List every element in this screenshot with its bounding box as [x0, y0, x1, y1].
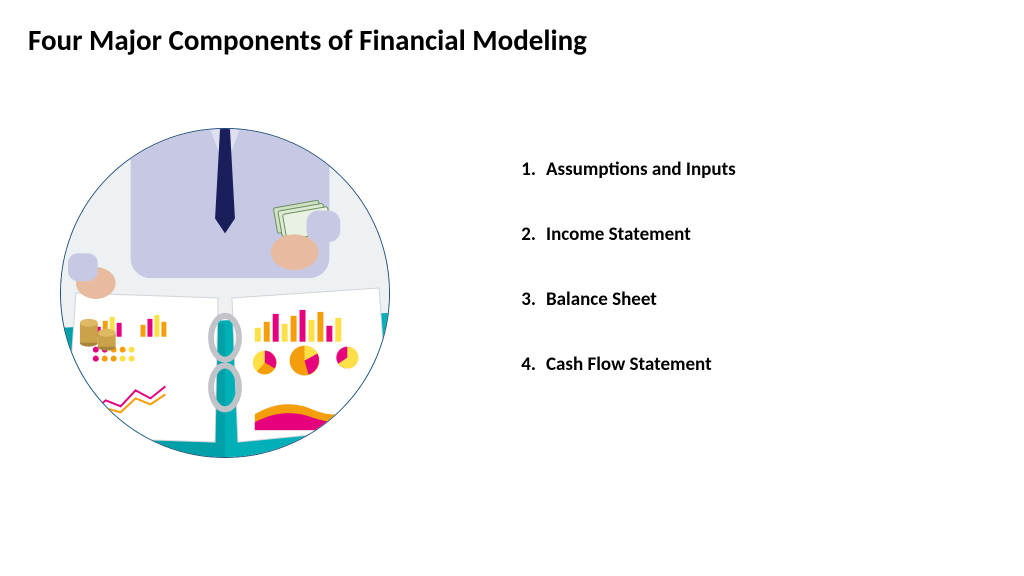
list-label: Cash Flow Statement: [546, 353, 950, 376]
components-list: 1. Assumptions and Inputs 2. Income Stat…: [510, 158, 950, 418]
financial-binder-illustration: [60, 128, 390, 458]
list-item: 3. Balance Sheet: [510, 288, 950, 311]
list-number: 1.: [510, 158, 536, 181]
list-number: 4.: [510, 353, 536, 376]
list-label: Income Statement: [546, 223, 950, 246]
list-label: Balance Sheet: [546, 288, 950, 311]
list-number: 3.: [510, 288, 536, 311]
list-number: 2.: [510, 223, 536, 246]
list-item: 4. Cash Flow Statement: [510, 353, 950, 376]
list-item: 1. Assumptions and Inputs: [510, 158, 950, 181]
slide-title: Four Major Components of Financial Model…: [28, 22, 587, 58]
list-label: Assumptions and Inputs: [546, 158, 950, 181]
list-item: 2. Income Statement: [510, 223, 950, 246]
